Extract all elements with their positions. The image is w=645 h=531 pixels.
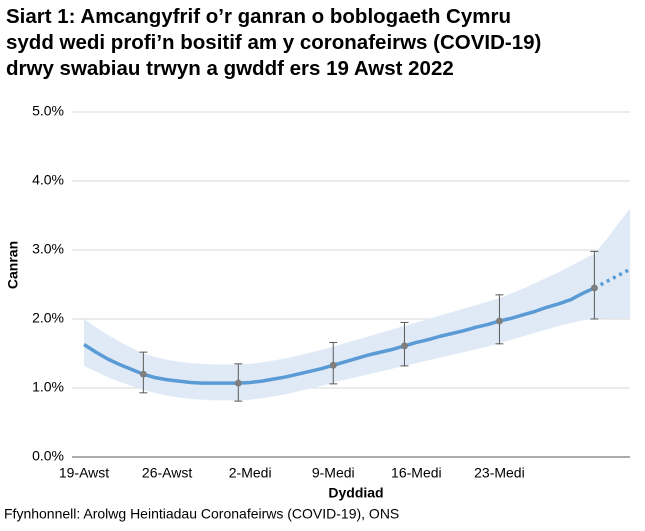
x-tick-label: 19-Awst <box>59 465 109 481</box>
point <box>139 370 147 378</box>
y-tick-label: 1.0% <box>32 379 64 395</box>
y-tick-label: 3.0% <box>32 241 64 257</box>
confidence-band <box>84 208 630 401</box>
source: Ffynhonnell: Arolwg Heintiadau Coronafei… <box>4 506 399 522</box>
point <box>495 317 503 325</box>
x-axis-label: Dyddiad <box>328 485 383 501</box>
y-tick-label: 4.0% <box>32 172 64 188</box>
title-line: sydd wedi profi’n bositif am y coronafei… <box>6 31 542 54</box>
y-tick-label: 0.0% <box>32 448 64 464</box>
y-tick-label: 5.0% <box>32 103 64 119</box>
title-line: Siart 1: Amcangyfrif o’r ganran o boblog… <box>6 5 511 28</box>
title-line: drwy swabiau trwyn a gwddf ers 19 Awst 2… <box>6 57 454 80</box>
point <box>329 361 337 369</box>
x-tick-label: 23-Medi <box>474 465 525 481</box>
y-tick-label: 2.0% <box>32 310 64 326</box>
point <box>400 342 408 350</box>
x-tick-label: 26-Awst <box>142 465 192 481</box>
x-tick-label: 16-Medi <box>391 465 442 481</box>
point <box>590 284 598 292</box>
chart-title: Siart 1: Amcangyfrif o’r ganran o boblog… <box>6 4 541 82</box>
point <box>234 379 242 387</box>
line-series <box>83 286 596 385</box>
x-tick-label: 2-Medi <box>229 465 272 481</box>
x-tick-label: 9-Medi <box>312 465 355 481</box>
y-axis-label: Canran <box>5 241 21 289</box>
